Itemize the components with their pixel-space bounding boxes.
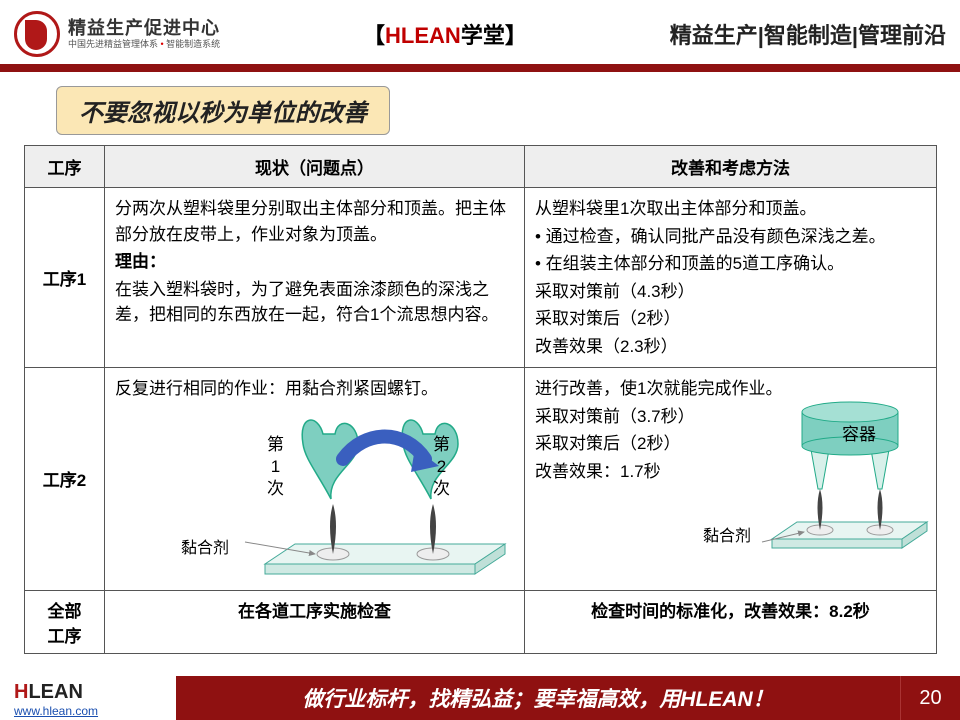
table-row: 全部工序 在各道工序实施检查 检查时间的标准化，改善效果：8.2秒 bbox=[25, 590, 937, 653]
label-glue: 黏合剂 bbox=[181, 534, 229, 558]
footer-url: www.hlean.com bbox=[14, 704, 166, 718]
table-row: 工序2 反复进行相同的作业：用黏合剂紧固螺钉。 bbox=[25, 368, 937, 591]
row2-left: 反复进行相同的作业：用黏合剂紧固螺钉。 bbox=[105, 368, 525, 591]
container-diagram-icon bbox=[752, 394, 932, 554]
label-glue-right: 黏合剂 bbox=[703, 522, 751, 546]
row3-left: 在各道工序实施检查 bbox=[105, 590, 525, 653]
logo-text: 精益生产促进中心 中国先进精益管理体系 • 智能制造系统 bbox=[68, 18, 220, 50]
footer-slogan: 做行业标杆，找精弘益；要幸福高效，用HLEAN！ bbox=[176, 676, 900, 720]
logo-title: 精益生产促进中心 bbox=[68, 18, 220, 40]
row1-right: 从塑料袋里1次取出主体部分和顶盖。 • 通过检查，确认同批产品没有颜色深浅之差。… bbox=[525, 188, 937, 368]
page-number: 20 bbox=[900, 676, 960, 720]
footer: HLEAN www.hlean.com 做行业标杆，找精弘益；要幸福高效，用HL… bbox=[0, 676, 960, 720]
label-first: 第1次 bbox=[267, 434, 284, 500]
table-row: 工序1 分两次从塑料袋里分别取出主体部分和顶盖。把主体部分放在皮带上，作业对象为… bbox=[25, 188, 937, 368]
logo-subtitle: 中国先进精益管理体系 • 智能制造系统 bbox=[68, 39, 220, 50]
adhesive-diagram-icon bbox=[115, 404, 515, 584]
th-improve: 改善和考虑方法 bbox=[525, 146, 937, 188]
row3-right: 检查时间的标准化，改善效果：8.2秒 bbox=[525, 590, 937, 653]
header-center: 【HLEAN学堂】 bbox=[220, 18, 670, 50]
header-divider bbox=[0, 64, 960, 72]
main-table: 工序 现状（问题点） 改善和考虑方法 工序1 分两次从塑料袋里分别取出主体部分和… bbox=[24, 145, 937, 654]
header-right: 精益生产|智能制造|管理前沿 bbox=[670, 18, 946, 50]
logo-icon bbox=[14, 11, 60, 57]
row1-label: 工序1 bbox=[25, 188, 105, 368]
footer-brand: HLEAN www.hlean.com bbox=[0, 676, 176, 720]
slide-title: 不要忽视以秒为单位的改善 bbox=[56, 86, 390, 135]
row1-left: 分两次从塑料袋里分别取出主体部分和顶盖。把主体部分放在皮带上，作业对象为顶盖。 … bbox=[105, 188, 525, 368]
row2-label: 工序2 bbox=[25, 368, 105, 591]
brand-logo: HLEAN bbox=[14, 681, 166, 704]
label-container: 容器 bbox=[842, 420, 876, 445]
row3-label: 全部工序 bbox=[25, 590, 105, 653]
th-problem: 现状（问题点） bbox=[105, 146, 525, 188]
header: 精益生产促进中心 中国先进精益管理体系 • 智能制造系统 【HLEAN学堂】 精… bbox=[0, 0, 960, 64]
table-header-row: 工序 现状（问题点） 改善和考虑方法 bbox=[25, 146, 937, 188]
th-process: 工序 bbox=[25, 146, 105, 188]
row2-left-diagram: 第1次 第2次 黏合剂 bbox=[115, 404, 514, 584]
label-second: 第2次 bbox=[433, 434, 450, 500]
row2-right: 进行改善，使1次就能完成作业。 采取对策前（3.7秒） 采取对策后（2秒） 改善… bbox=[525, 368, 937, 591]
logo-area: 精益生产促进中心 中国先进精益管理体系 • 智能制造系统 bbox=[14, 11, 220, 57]
